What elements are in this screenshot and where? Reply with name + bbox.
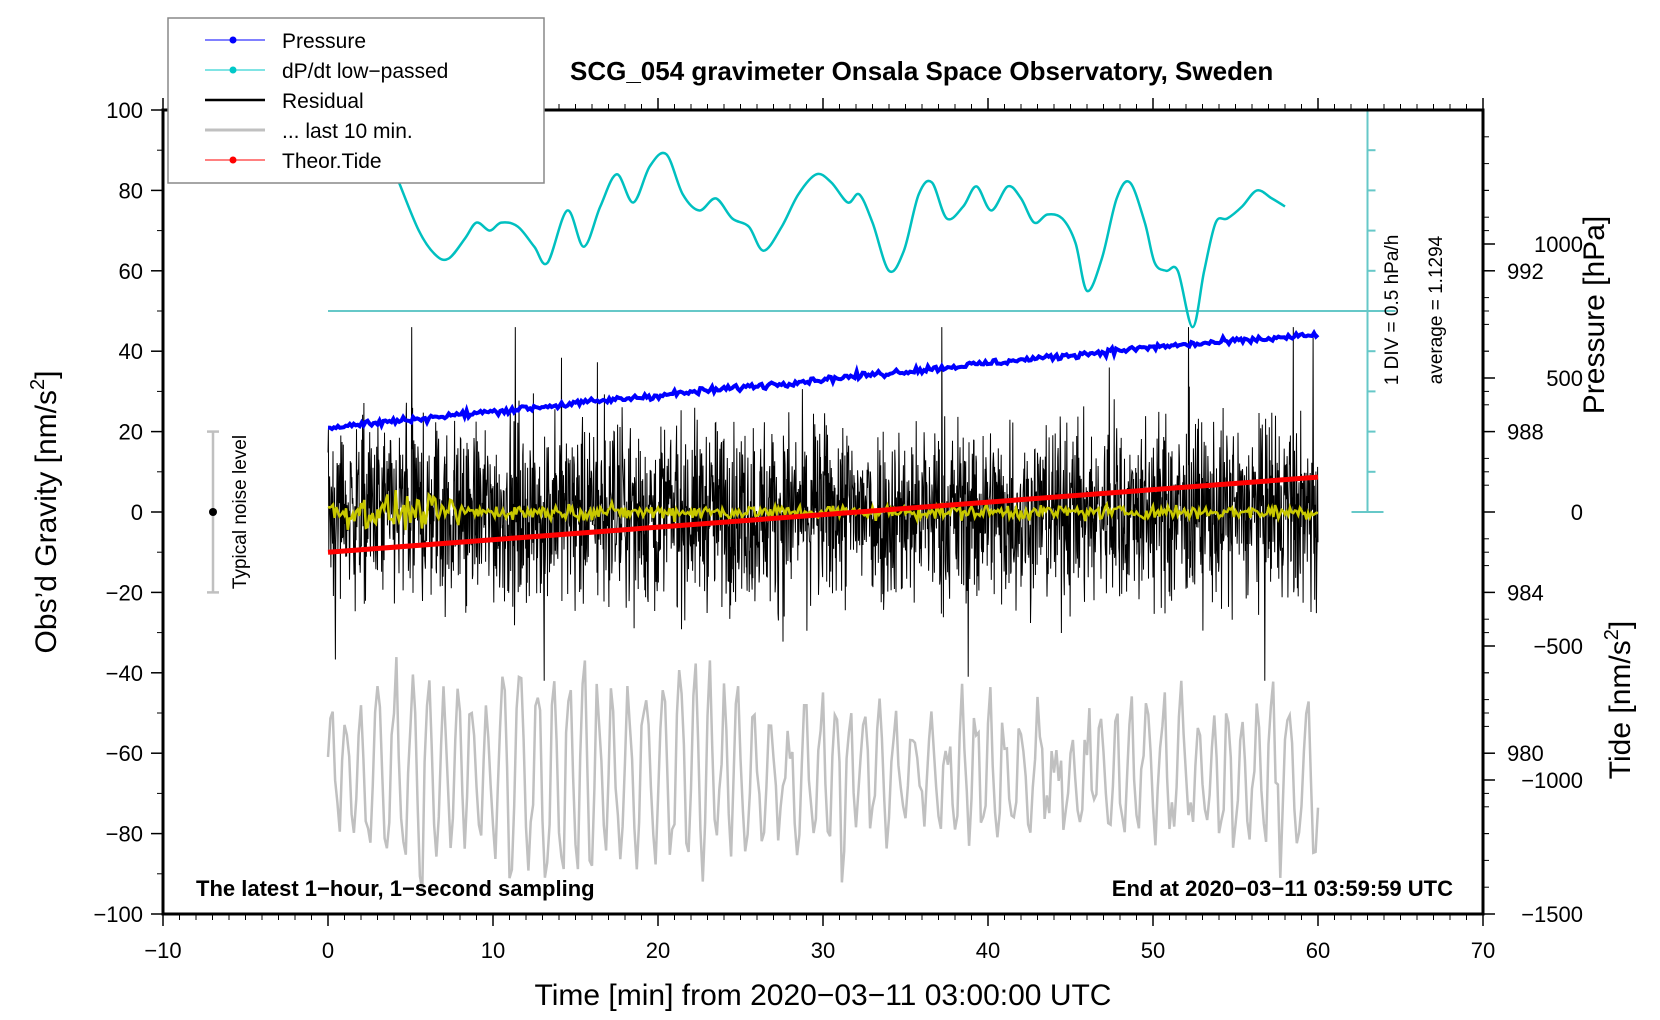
y-left-tick-label: −40 <box>106 661 143 686</box>
legend-entry-dpdt: dP/dt low−passed <box>205 60 448 83</box>
svg-text:Residual: Residual <box>282 90 364 113</box>
y-tide-tick-label: 1000 <box>1534 232 1583 257</box>
y-left-tick-label: −80 <box>106 822 143 847</box>
legend-entry-pressure: Pressure <box>205 30 366 53</box>
legend-entry-last-10-min: ... last 10 min. <box>205 120 413 143</box>
series-dpdt-line <box>397 151 1286 329</box>
noise-errorbar-center <box>209 508 217 516</box>
y-pressure-tick-label: 992 <box>1507 259 1544 284</box>
svg-text:dP/dt low−passed: dP/dt low−passed <box>282 60 448 83</box>
y-left-tick-label: −60 <box>106 741 143 766</box>
y-axis-pressure-title: Pressure [hPa] <box>1578 216 1611 414</box>
series-last-10-min-line <box>326 657 1320 890</box>
axes: −10 0 10 20 30 40 50 60 70100806040200−20−40−60−… <box>93 98 1583 963</box>
chart-title: SCG_054 gravimeter Onsala Space Observat… <box>570 56 1273 86</box>
y-left-tick-label: 60 <box>119 259 143 284</box>
x-axis-tick-label: 70 <box>1471 938 1495 963</box>
y-tide-tick-label: 0 <box>1571 500 1583 525</box>
y-pressure-tick-label: 980 <box>1507 741 1544 766</box>
y-left-tick-label: 40 <box>119 339 143 364</box>
y-left-tick-label: 100 <box>106 98 143 123</box>
y-axis-tide-title: Tide [nm/s2] <box>1601 621 1637 779</box>
y-tide-tick-label: −500 <box>1533 634 1583 659</box>
x-axis-tick-label: 0 <box>322 938 334 963</box>
y-left-tick-label: 20 <box>119 420 143 445</box>
series-theor-tide-line <box>327 474 1319 555</box>
legend-entry-theor-tide: Theor.Tide <box>205 150 382 173</box>
x-axis-tick-label: 20 <box>646 938 670 963</box>
y-left-tick-label: 0 <box>131 500 143 525</box>
y-pressure-tick-label: 984 <box>1507 580 1544 605</box>
noise-level-label: Typical noise level <box>230 435 251 589</box>
y-axis-left-title: Obs’d Gravity [nm/s2] <box>27 371 63 654</box>
x-axis-tick-label: 10 <box>481 938 505 963</box>
y-tide-tick-label: −1500 <box>1521 902 1583 927</box>
svg-text:Pressure: Pressure <box>282 30 366 53</box>
x-axis-tick-label: 60 <box>1306 938 1330 963</box>
legend-entry-residual: Residual <box>205 90 364 113</box>
series-pressure-line <box>327 328 1320 432</box>
annotation-sampling: The latest 1−hour, 1−second sampling <box>196 876 595 901</box>
annotation-end-time: End at 2020−03−11 03:59:59 UTC <box>1112 876 1453 901</box>
x-axis-tick-label: 30 <box>811 938 835 963</box>
svg-text:Theor.Tide: Theor.Tide <box>282 150 382 173</box>
y-tide-tick-label: 500 <box>1546 366 1583 391</box>
x-axis-title: Time [min] from 2020−03−11 03:00:00 UTC <box>535 979 1112 1012</box>
legend: Pressure dP/dt low−passed Residual ... l… <box>167 17 545 184</box>
plot-area <box>207 109 1396 890</box>
y-left-tick-label: −100 <box>93 902 143 927</box>
x-axis-tick-label: 50 <box>1141 938 1165 963</box>
series-residual-line <box>327 327 1319 681</box>
y-tide-tick-label: −1000 <box>1521 768 1583 793</box>
svg-text:... last 10 min.: ... last 10 min. <box>282 120 413 143</box>
dpdt-average-label: average = 1.1294 <box>1426 235 1447 384</box>
x-axis-tick-label: −10 <box>144 938 181 963</box>
y-pressure-tick-label: 988 <box>1507 420 1544 445</box>
y-left-tick-label: −20 <box>106 580 143 605</box>
x-axis-tick-label: 40 <box>976 938 1000 963</box>
dpdt-scale-label: 1 DIV = 0.5 hPa/h <box>1382 235 1403 386</box>
y-left-tick-label: 80 <box>119 178 143 203</box>
